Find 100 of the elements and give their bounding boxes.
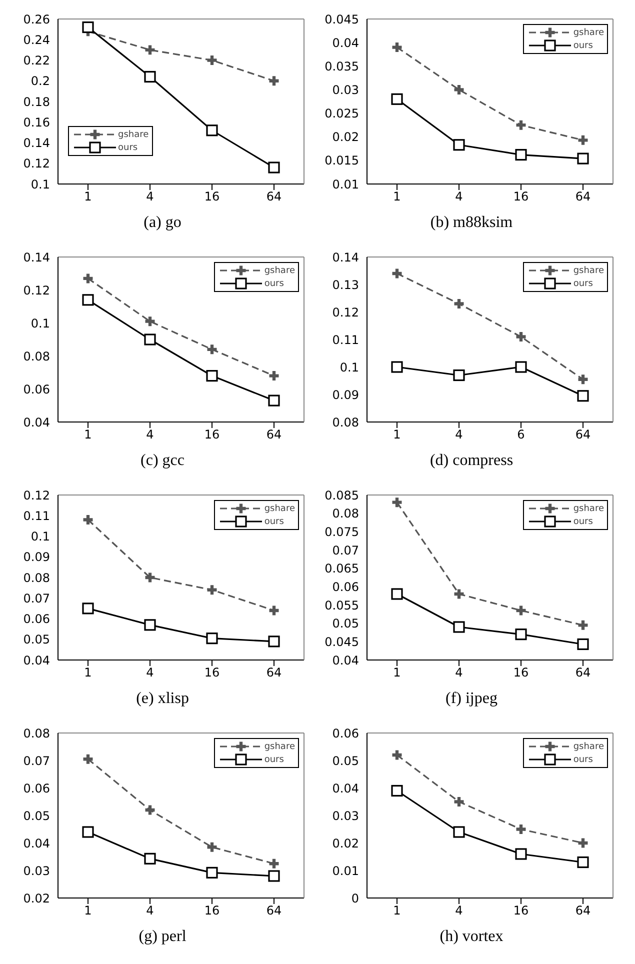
x-tick-label: 4	[455, 904, 463, 918]
y-tick-label: 0.1	[30, 530, 50, 544]
point	[516, 824, 526, 834]
y-tick-label: 0.24	[23, 32, 50, 47]
y-tick-label: 0.12	[332, 305, 359, 320]
y-tick-label: 0.09	[332, 388, 359, 402]
text: (d) compress	[428, 452, 514, 470]
x-tick-label: 64	[575, 428, 591, 442]
x-tick-label: 16	[204, 428, 220, 442]
x-tick-label: 16	[204, 904, 220, 918]
point	[145, 316, 155, 326]
y-tick-label: 0.015	[324, 154, 359, 168]
point	[269, 76, 279, 86]
text: (b) m88ksim	[429, 214, 514, 232]
y-tick-label: 0.12	[23, 283, 50, 298]
y-tick-label: 0.16	[23, 115, 50, 130]
point	[206, 632, 218, 644]
x-tick-label: 64	[266, 428, 282, 442]
x-tick-label: 16	[204, 666, 220, 680]
point	[515, 848, 527, 860]
point	[516, 606, 526, 616]
x-tick-label: 4	[146, 428, 154, 442]
point	[515, 148, 527, 161]
y-tick-label: 0.05	[23, 632, 50, 647]
y-tick-label: 0.055	[324, 598, 359, 612]
y-tick-label: 0.08	[23, 726, 50, 740]
y-tick-label: 0.04	[332, 36, 359, 50]
y-tick-label: 0.08	[332, 415, 359, 430]
y-tick-label: 0.06	[332, 726, 359, 740]
point	[577, 638, 589, 650]
y-tick-label: 0.05	[332, 754, 359, 768]
y-tick-label: 0.02	[332, 130, 359, 144]
legend-label: gshare	[573, 28, 604, 38]
point	[516, 332, 526, 342]
y-tick-label: 0.11	[23, 508, 50, 523]
point	[207, 585, 217, 595]
x-tick-label: 16	[513, 190, 529, 204]
point	[392, 750, 402, 760]
y-tick-label: 0.22	[23, 54, 50, 68]
y-tick-label: 0.02	[23, 891, 50, 906]
point	[391, 588, 403, 600]
text: (c) gcc	[140, 452, 186, 470]
point	[83, 754, 93, 764]
point	[454, 299, 464, 308]
point	[578, 620, 588, 630]
y-tick-label: 0.1	[30, 177, 50, 192]
point	[206, 370, 218, 382]
x-tick-label: 1	[84, 904, 92, 918]
x-tick-label: 64	[266, 190, 282, 204]
point	[144, 852, 156, 864]
point	[145, 572, 155, 582]
point	[391, 784, 403, 797]
point	[82, 294, 94, 306]
point	[578, 838, 588, 848]
point	[392, 268, 402, 278]
legend-label: gshare	[264, 266, 295, 276]
point	[578, 135, 588, 145]
y-tick-label: 0.14	[332, 250, 359, 264]
x-tick-label: 16	[513, 904, 529, 918]
legend-label: ours	[573, 516, 593, 526]
y-tick-label: 0.045	[324, 634, 359, 649]
x-tick-label: 16	[513, 666, 529, 680]
point	[268, 636, 280, 648]
x-tick-label: 64	[575, 904, 591, 918]
y-tick-label: 0.045	[324, 12, 359, 26]
point	[83, 274, 93, 284]
y-tick-label: 0.06	[23, 612, 50, 626]
y-tick-label: 0.06	[23, 781, 50, 796]
x-tick-label: 16	[204, 190, 220, 204]
text: (e) xlisp	[135, 690, 190, 708]
y-tick-label: 0.26	[23, 12, 50, 26]
x-tick-label: 1	[84, 428, 92, 442]
y-tick-label: 0.035	[324, 59, 359, 74]
legend-label: ours	[573, 754, 593, 764]
x-tick-label: 1	[393, 904, 401, 918]
y-tick-label: 0.08	[23, 570, 50, 585]
y-tick-label: 0.14	[23, 136, 50, 150]
y-tick-label: 0.025	[324, 106, 359, 121]
y-tick-label: 0.03	[332, 808, 359, 823]
x-tick-label: 64	[575, 666, 591, 680]
y-tick-label: 0.09	[23, 550, 50, 564]
legend-label: ours	[264, 278, 284, 288]
x-tick-label: 4	[455, 428, 463, 442]
y-tick-label: 0.04	[23, 415, 50, 430]
y-tick-label: 0.06	[23, 382, 50, 396]
point	[391, 361, 403, 373]
point	[269, 858, 279, 868]
y-tick-label: 0.04	[23, 836, 50, 850]
point	[145, 45, 155, 55]
x-tick-label: 4	[455, 190, 463, 204]
y-tick-label: 0.085	[324, 488, 359, 502]
point	[83, 515, 93, 524]
y-tick-label: 0.03	[23, 864, 50, 878]
point	[454, 84, 464, 94]
x-tick-label: 64	[266, 666, 282, 680]
y-tick-label: 0.08	[332, 506, 359, 521]
point	[577, 152, 589, 164]
point	[82, 826, 94, 838]
point	[144, 334, 156, 346]
point	[515, 628, 527, 640]
